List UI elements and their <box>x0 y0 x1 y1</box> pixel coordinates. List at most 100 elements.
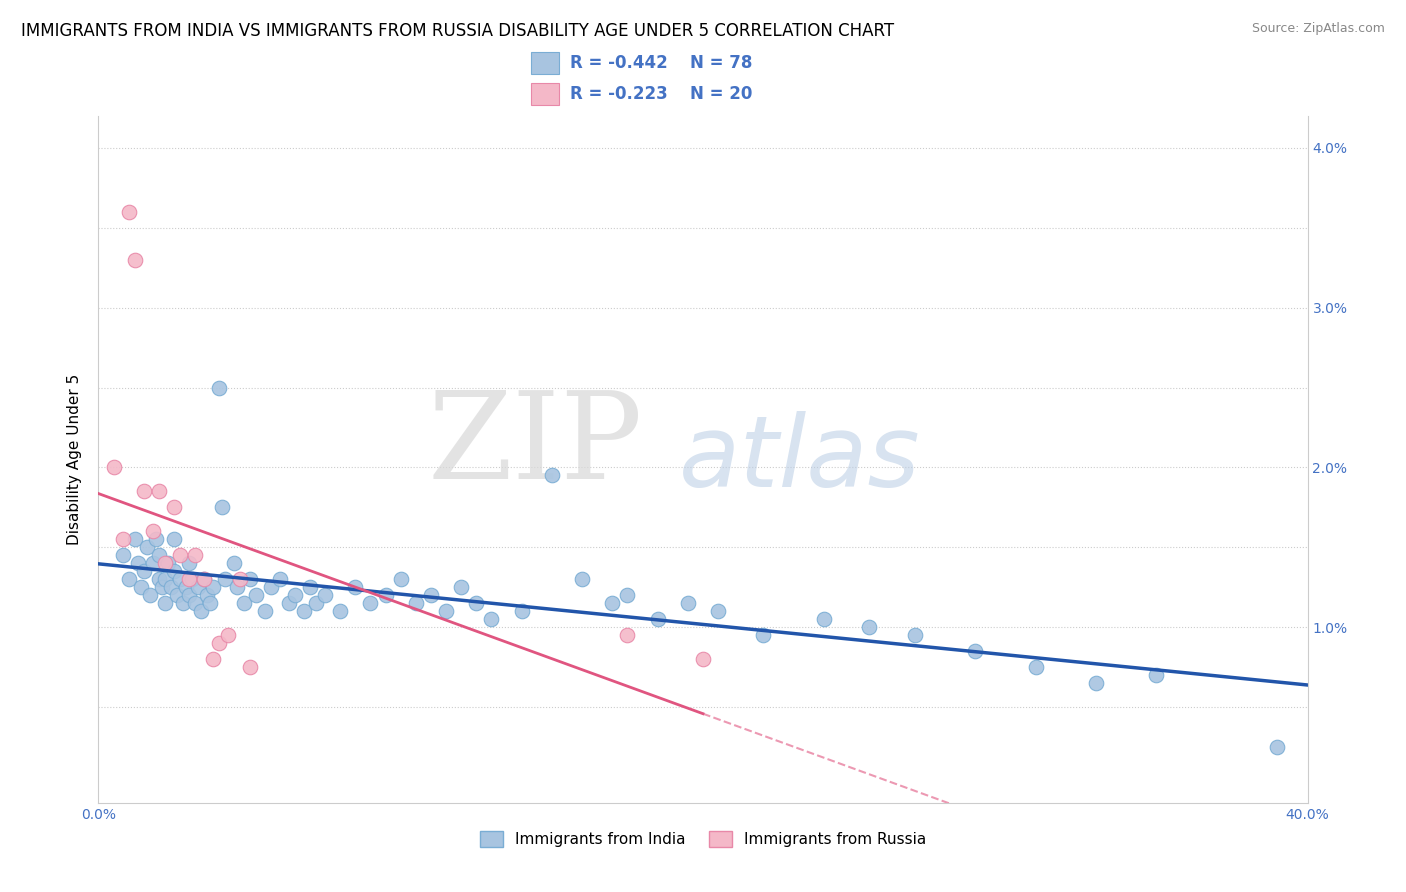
Point <box>571 572 593 586</box>
Point <box>193 572 215 586</box>
Point <box>239 572 262 586</box>
Point <box>148 484 170 499</box>
Point <box>676 596 699 610</box>
Point <box>200 596 222 610</box>
Point <box>450 580 472 594</box>
Point <box>145 533 167 547</box>
Point <box>481 612 503 626</box>
Text: atlas: atlas <box>679 411 921 508</box>
Point <box>184 596 207 610</box>
Point <box>616 628 638 642</box>
Point <box>510 604 533 618</box>
Point <box>858 620 880 634</box>
Text: N = 20: N = 20 <box>690 85 752 103</box>
Point <box>904 628 927 642</box>
Point <box>389 572 412 586</box>
Point <box>647 612 669 626</box>
Point <box>135 540 157 554</box>
Point <box>187 580 209 594</box>
Point <box>692 652 714 666</box>
Point <box>284 588 307 602</box>
Point <box>208 380 231 394</box>
Point <box>224 556 246 570</box>
Point <box>329 604 352 618</box>
Point <box>184 548 207 562</box>
Point <box>179 588 201 602</box>
Legend: Immigrants from India, Immigrants from Russia: Immigrants from India, Immigrants from R… <box>474 825 932 854</box>
Point <box>299 580 322 594</box>
Point <box>965 644 987 658</box>
Point <box>111 533 134 547</box>
Point <box>181 572 204 586</box>
Point <box>193 572 215 586</box>
Point <box>103 460 125 475</box>
Point <box>166 588 188 602</box>
Point <box>305 596 328 610</box>
Point <box>813 612 835 626</box>
Point <box>179 572 201 586</box>
Point <box>142 556 165 570</box>
Point <box>260 580 283 594</box>
Point <box>174 580 197 594</box>
Point <box>752 628 775 642</box>
Point <box>153 596 176 610</box>
Point <box>277 596 299 610</box>
Point <box>314 588 336 602</box>
Point <box>465 596 488 610</box>
Y-axis label: Disability Age Under 5: Disability Age Under 5 <box>67 374 83 545</box>
Point <box>118 572 141 586</box>
Point <box>156 556 179 570</box>
Point <box>202 652 225 666</box>
Point <box>124 533 146 547</box>
Point <box>163 564 186 578</box>
Point <box>405 596 427 610</box>
Point <box>127 556 149 570</box>
Point <box>163 500 186 515</box>
Point <box>616 588 638 602</box>
Text: Source: ZipAtlas.com: Source: ZipAtlas.com <box>1251 22 1385 36</box>
Point <box>217 628 239 642</box>
Point <box>111 548 134 562</box>
Point <box>179 556 201 570</box>
Point <box>602 596 624 610</box>
Point <box>360 596 382 610</box>
FancyBboxPatch shape <box>531 83 558 105</box>
Point <box>420 588 443 602</box>
Point <box>707 604 730 618</box>
Point <box>1267 739 1289 754</box>
Point <box>169 572 191 586</box>
Point <box>132 484 155 499</box>
Point <box>148 572 170 586</box>
Point <box>344 580 367 594</box>
Point <box>1144 668 1167 682</box>
Point <box>163 533 186 547</box>
Text: N = 78: N = 78 <box>690 54 752 72</box>
Point <box>142 524 165 539</box>
Point <box>269 572 291 586</box>
Point <box>150 580 173 594</box>
Point <box>211 500 233 515</box>
Point <box>118 204 141 219</box>
Point <box>195 588 218 602</box>
Point <box>229 572 252 586</box>
Point <box>190 604 212 618</box>
Point <box>232 596 254 610</box>
Point <box>160 580 183 594</box>
FancyBboxPatch shape <box>531 53 558 74</box>
Point <box>202 580 225 594</box>
Text: IMMIGRANTS FROM INDIA VS IMMIGRANTS FROM RUSSIA DISABILITY AGE UNDER 5 CORRELATI: IMMIGRANTS FROM INDIA VS IMMIGRANTS FROM… <box>21 22 894 40</box>
Point <box>172 596 194 610</box>
Point <box>214 572 236 586</box>
Point <box>129 580 152 594</box>
Point <box>253 604 276 618</box>
Point <box>540 468 562 483</box>
Point <box>374 588 396 602</box>
Point <box>1024 660 1046 674</box>
Point <box>434 604 457 618</box>
Point <box>153 572 176 586</box>
Point <box>148 548 170 562</box>
Point <box>139 588 162 602</box>
Point <box>132 564 155 578</box>
Text: R = -0.442: R = -0.442 <box>569 54 668 72</box>
Point <box>169 548 191 562</box>
